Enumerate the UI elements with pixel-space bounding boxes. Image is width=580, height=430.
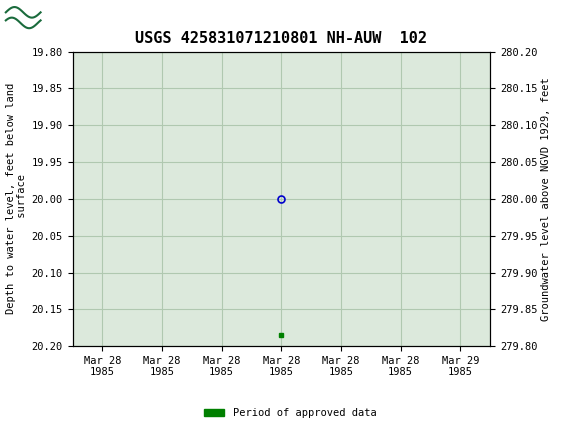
Legend: Period of approved data: Period of approved data [200,404,380,423]
Y-axis label: Groundwater level above NGVD 1929, feet: Groundwater level above NGVD 1929, feet [542,77,552,321]
Y-axis label: Depth to water level, feet below land
 surface: Depth to water level, feet below land su… [6,83,27,314]
FancyBboxPatch shape [3,3,52,32]
Text: USGS: USGS [57,10,93,25]
Title: USGS 425831071210801 NH-AUW  102: USGS 425831071210801 NH-AUW 102 [135,31,427,46]
